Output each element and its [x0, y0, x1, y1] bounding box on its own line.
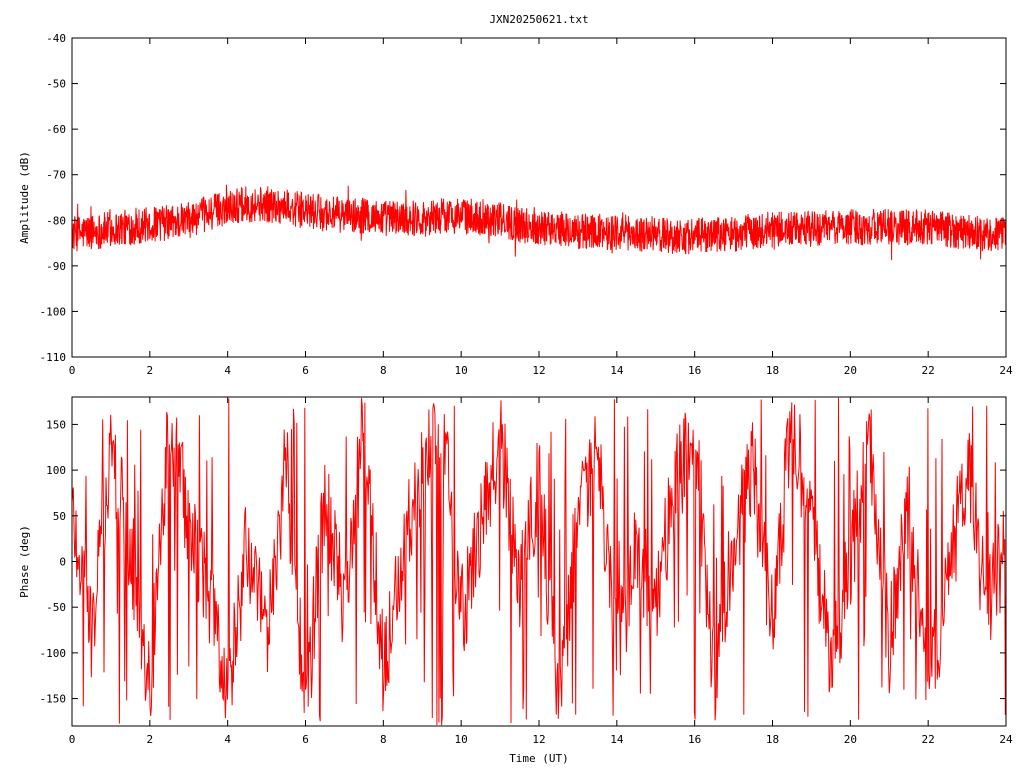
x-tick-label: 6 [302, 364, 309, 377]
x-tick-label: 24 [999, 733, 1013, 746]
x-tick-label: 24 [999, 364, 1013, 377]
y-tick-label: -60 [46, 123, 66, 136]
y-tick-label: -100 [40, 305, 67, 318]
x-tick-label: 0 [69, 733, 76, 746]
x-tick-label: 4 [224, 733, 231, 746]
x-tick-label: 22 [922, 733, 935, 746]
x-tick-label: 20 [844, 364, 857, 377]
y-tick-label: -50 [46, 78, 66, 91]
x-tick-label: 16 [688, 364, 701, 377]
x-tick-label: 20 [844, 733, 857, 746]
chart-title: JXN20250621.txt [489, 13, 588, 26]
x-tick-label: 10 [455, 364, 468, 377]
x-tick-label: 2 [147, 364, 154, 377]
x-tick-label: 18 [766, 364, 779, 377]
x-tick-label: 8 [380, 733, 387, 746]
x-tick-label: 2 [147, 733, 154, 746]
x-tick-label: 12 [532, 364, 545, 377]
y-tick-label: -40 [46, 32, 66, 45]
y-tick-label: -70 [46, 169, 66, 182]
x-tick-label: 14 [610, 364, 624, 377]
x-tick-label: 4 [224, 364, 231, 377]
y-tick-label: -80 [46, 214, 66, 227]
x-tick-label: 12 [532, 733, 545, 746]
x-tick-label: 10 [455, 733, 468, 746]
y-tick-label: 50 [53, 510, 66, 523]
phase-series-line [71, 397, 1007, 726]
x-tick-label: 14 [610, 733, 624, 746]
amplitude-series-line [71, 184, 1007, 261]
y-tick-label: 100 [46, 464, 66, 477]
y-tick-label: -90 [46, 260, 66, 273]
y-tick-label: -150 [40, 693, 67, 706]
x-tick-label: 18 [766, 733, 779, 746]
y-tick-label: -50 [46, 601, 66, 614]
y-tick-label: -100 [40, 647, 67, 660]
y-axis-label: Amplitude (dB) [18, 151, 31, 244]
x-tick-label: 8 [380, 364, 387, 377]
x-axis-label: Time (UT) [509, 752, 569, 765]
x-tick-label: 16 [688, 733, 701, 746]
x-tick-label: 22 [922, 364, 935, 377]
x-tick-label: 6 [302, 733, 309, 746]
y-axis-label: Phase (deg) [18, 525, 31, 598]
y-tick-label: 0 [59, 556, 66, 569]
y-tick-label: -110 [40, 351, 67, 364]
x-tick-label: 0 [69, 364, 76, 377]
y-tick-label: 150 [46, 418, 66, 431]
